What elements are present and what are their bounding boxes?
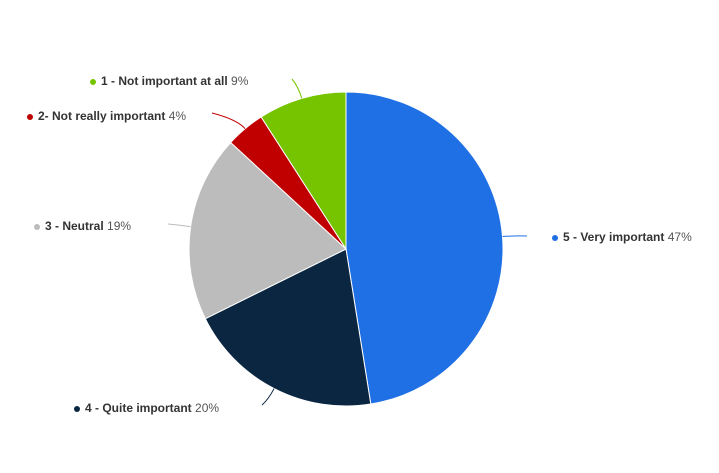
legend-dot: [74, 406, 80, 412]
category-label: 1 - Not important at all: [101, 74, 228, 88]
value-label: 4%: [169, 109, 187, 123]
value-label: 19%: [107, 219, 131, 233]
legend-dot: [90, 79, 96, 85]
category-label: 2- Not really important: [38, 109, 165, 123]
leader-line: [502, 235, 528, 238]
legend-dot: [552, 235, 558, 241]
legend-dot: [34, 224, 40, 230]
value-label: 20%: [195, 401, 219, 415]
value-label: 47%: [668, 230, 692, 244]
leader-line: [167, 223, 191, 228]
category-label: 4 - Quite important: [85, 401, 192, 415]
data-label: 4 - Quite important 20%: [85, 401, 219, 415]
leader-line: [291, 78, 303, 99]
pie-slice: [260, 91, 347, 251]
data-label: 5 - Very important 47%: [563, 230, 692, 244]
pie-slice: [188, 141, 347, 320]
legend-dot: [27, 114, 33, 120]
pie-slice: [204, 248, 372, 407]
data-label: 1 - Not important at all 9%: [101, 74, 249, 88]
pie-slice: [345, 91, 504, 405]
value-label: 9%: [231, 74, 249, 88]
category-label: 5 - Very important: [563, 230, 664, 244]
leader-line: [261, 388, 275, 406]
data-label: 2- Not really important 4%: [38, 109, 186, 123]
data-label: 3 - Neutral 19%: [45, 219, 131, 233]
leader-line: [211, 112, 246, 130]
category-label: 3 - Neutral: [45, 219, 104, 233]
